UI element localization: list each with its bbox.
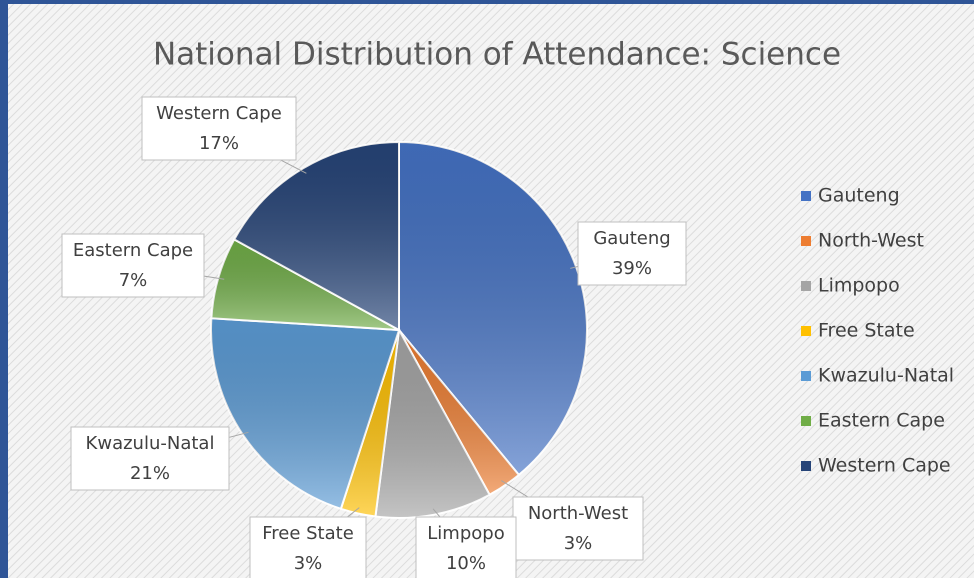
legend-label: Gauteng — [818, 185, 900, 207]
label-category: Kwazulu-Natal — [86, 433, 215, 454]
legend-marker — [801, 281, 811, 291]
label-value: 3% — [294, 553, 323, 574]
legend-marker — [801, 371, 811, 381]
slice-shade — [399, 330, 519, 495]
label-value: 3% — [564, 533, 593, 554]
slice-shade — [211, 239, 399, 330]
frame-top — [0, 0, 974, 4]
label-box — [577, 221, 687, 286]
frame-left — [0, 0, 8, 578]
legend-label: Limpopo — [818, 275, 900, 297]
legend-label: Kwazulu-Natal — [818, 365, 954, 387]
legend-marker — [801, 236, 811, 246]
slice-shade — [210, 318, 399, 509]
legend-label: Western Cape — [818, 455, 951, 477]
slice-shade — [399, 142, 587, 475]
label-category: Limpopo — [427, 523, 504, 544]
legend-marker — [801, 461, 811, 471]
label-value: 7% — [119, 270, 148, 291]
legend-marker — [801, 416, 811, 426]
label-category: Free State — [262, 523, 354, 544]
label-category: North-West — [528, 503, 628, 524]
chart-title: National Distribution of Attendance: Sci… — [153, 37, 841, 73]
label-category: Western Cape — [156, 103, 282, 124]
label-box — [61, 233, 205, 298]
legend-label: Eastern Cape — [818, 410, 945, 432]
label-box — [141, 96, 297, 161]
label-box — [415, 516, 517, 578]
legend-marker — [801, 326, 811, 336]
legend-label: North-West — [818, 230, 924, 252]
label-category: Eastern Cape — [73, 240, 193, 261]
label-value: 17% — [199, 133, 239, 154]
label-box — [512, 496, 644, 561]
slice-shade — [234, 142, 399, 330]
slice-shade — [375, 330, 490, 518]
label-value: 10% — [446, 553, 486, 574]
label-box — [249, 516, 367, 578]
label-value: 39% — [612, 258, 652, 279]
label-box — [70, 426, 230, 491]
legend-marker — [801, 191, 811, 201]
label-value: 21% — [130, 463, 170, 484]
legend-label: Free State — [818, 320, 915, 342]
label-category: Gauteng — [593, 228, 670, 249]
